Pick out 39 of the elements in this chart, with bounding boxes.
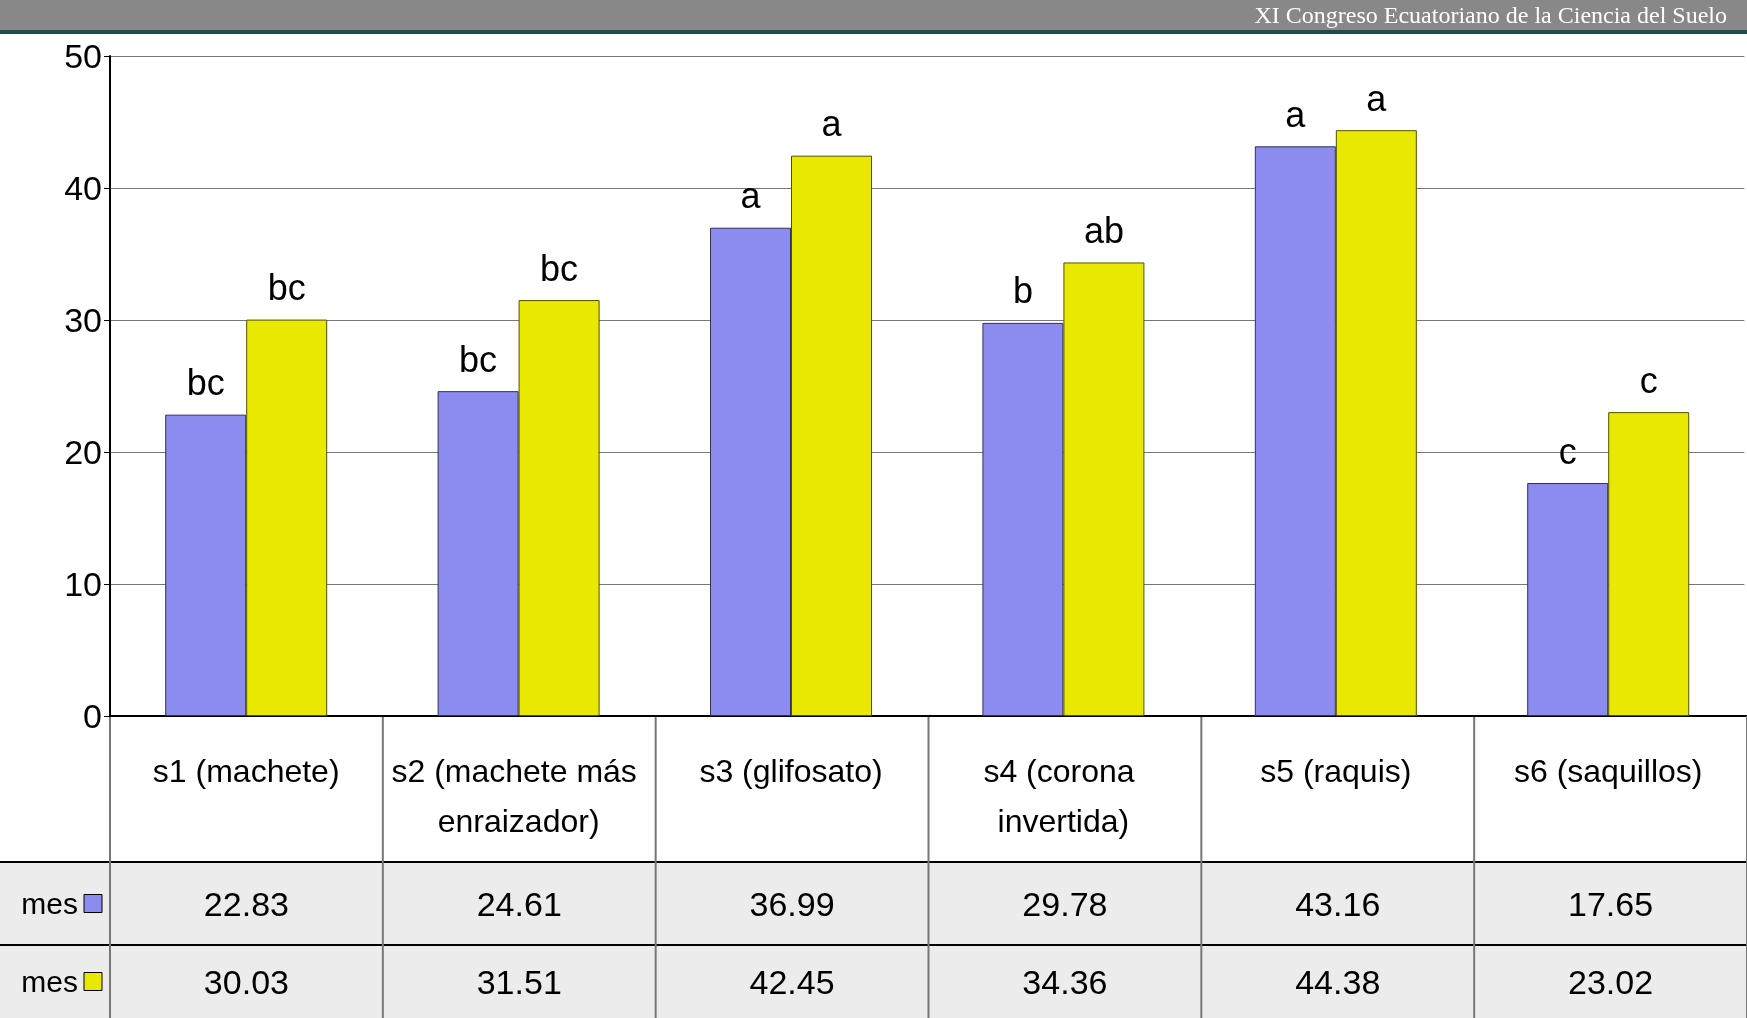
- data-label: 30.03: [203, 962, 289, 1001]
- chart-title: XI Congreso Ecuatoriano de la Ciencia del Suelo: [1254, 2, 1728, 28]
- data-label: 43.16: [1295, 884, 1381, 923]
- x-tick-label: s4 (corona invertida): [983, 753, 1144, 839]
- annotation: bc: [186, 362, 225, 404]
- data-label: 44.38: [1295, 962, 1381, 1001]
- y-tick-label: 10: [64, 565, 102, 603]
- y-tick-label: 30: [64, 301, 102, 339]
- data-label: 34.36: [1022, 962, 1108, 1001]
- annotation: bc: [267, 267, 306, 309]
- legend-label: mes: [21, 965, 78, 998]
- annotation: bc: [459, 338, 498, 380]
- annotation: a: [821, 103, 843, 145]
- data-label: 31.51: [476, 962, 562, 1001]
- annotation: a: [1366, 77, 1388, 119]
- data-label: 29.78: [1022, 884, 1108, 923]
- annotation: c: [1558, 430, 1577, 472]
- y-tick-label: 0: [83, 697, 102, 735]
- annotation: ab: [1083, 209, 1124, 251]
- data-label: 42.45: [749, 962, 835, 1001]
- data-label: 22.83: [203, 884, 289, 923]
- y-tick-label: 40: [64, 169, 102, 207]
- x-tick-label: s1 (machete): [152, 753, 340, 789]
- annotation: a: [1285, 93, 1307, 135]
- x-tick-label: s2 (machete más enraizador): [391, 753, 646, 839]
- data-label: 23.02: [1568, 962, 1654, 1001]
- annotation: c: [1639, 359, 1658, 401]
- data-label: 24.61: [476, 884, 562, 923]
- legend-label: mes: [21, 887, 78, 920]
- x-tick-label: s6 (saquillos): [1513, 753, 1703, 789]
- annotation: a: [740, 175, 762, 217]
- annotation: bc: [540, 247, 579, 289]
- x-tick-label: s3 (glifosato): [699, 753, 883, 789]
- data-label: 17.65: [1568, 884, 1654, 923]
- x-tick-label: s5 (raquis): [1260, 753, 1412, 789]
- y-tick-label: 20: [64, 433, 102, 471]
- y-tick-label: 50: [64, 37, 102, 75]
- annotation: b: [1012, 270, 1033, 312]
- data-label: 36.99: [749, 884, 835, 923]
